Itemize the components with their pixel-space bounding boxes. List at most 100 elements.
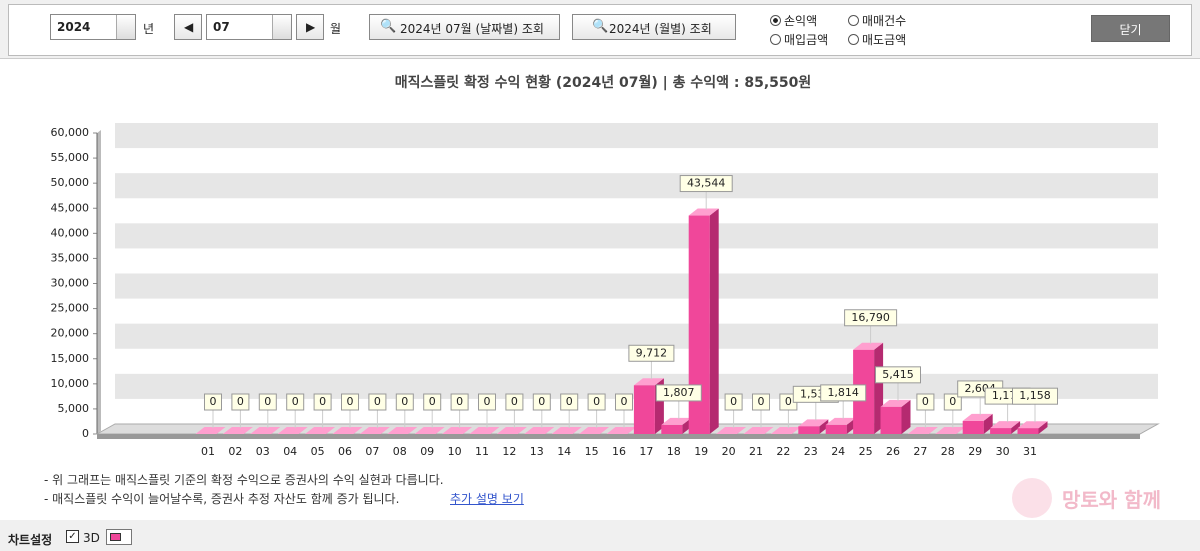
y-tick-label: 0	[82, 427, 89, 440]
x-tick-label: 14	[557, 445, 571, 458]
bar-top	[606, 427, 637, 434]
bar	[661, 424, 683, 434]
bar-top	[442, 427, 473, 434]
y-tick-label: 60,000	[51, 126, 90, 139]
bar-top	[277, 427, 308, 434]
daily-button[interactable]: 2024년 07월 (날짜별) 조회	[369, 14, 560, 40]
chart: 매직스플릿 확정 수익 현황 (2024년 07월) | 총 수익액 : 85,…	[51, 74, 1160, 458]
bar-top	[880, 399, 911, 407]
bar-top	[935, 427, 966, 434]
data-label: 0	[374, 395, 381, 408]
data-label: 16,790	[851, 311, 890, 324]
radio-dot[interactable]	[848, 15, 859, 26]
radio-label: 손익액	[784, 14, 818, 28]
bar	[825, 424, 847, 434]
data-label: 0	[456, 395, 463, 408]
label-box	[587, 393, 606, 411]
bar-top	[524, 427, 555, 434]
data-label: 0	[785, 395, 792, 408]
label-box	[724, 393, 743, 411]
x-tick-label: 12	[502, 445, 516, 458]
bar-side	[819, 419, 829, 434]
label-box	[679, 175, 733, 193]
data-label: 43,544	[687, 177, 726, 190]
data-label: 0	[237, 395, 244, 408]
y-tick-label: 15,000	[51, 352, 90, 365]
help-link[interactable]: 추가 설명 보기	[450, 492, 524, 506]
y-tick-label: 10,000	[51, 377, 90, 390]
data-label: 0	[292, 395, 299, 408]
data-label: 0	[593, 395, 600, 408]
x-tick-label: 17	[639, 445, 653, 458]
x-tick-label: 10	[448, 445, 462, 458]
bar-side	[983, 413, 993, 434]
x-tick-label: 04	[283, 445, 297, 458]
checkbox[interactable]: ✓	[66, 530, 79, 543]
bar-top	[743, 427, 774, 434]
bar-side	[709, 208, 719, 434]
radio-label: 매매건수	[862, 14, 907, 28]
bar-top	[661, 417, 692, 425]
x-tick-label: 13	[530, 445, 544, 458]
x-tick-label: 18	[667, 445, 681, 458]
label-box	[341, 393, 359, 411]
data-label: 0	[347, 395, 354, 408]
label-box	[943, 393, 962, 411]
x-tick-label: 25	[859, 445, 873, 458]
data-label: 5,415	[882, 368, 914, 381]
year-select[interactable]: 2024	[50, 14, 136, 40]
bar-top	[496, 427, 527, 434]
month-unit: 월	[330, 22, 342, 36]
bar-top	[387, 427, 418, 434]
bar-side	[901, 399, 911, 434]
bar-top	[305, 427, 336, 434]
label-box	[368, 393, 387, 411]
search-icon: 🔍	[380, 19, 397, 34]
bar-top	[1017, 421, 1048, 429]
y-tick-label: 50,000	[51, 176, 90, 189]
label-box	[615, 393, 633, 411]
label-box	[752, 393, 770, 411]
label-box	[478, 393, 496, 411]
color-picker[interactable]	[106, 529, 132, 545]
x-tick-label: 03	[256, 445, 270, 458]
data-label: 9,712	[636, 346, 668, 359]
y-tick-label: 35,000	[51, 251, 90, 264]
x-tick-label: 19	[694, 445, 708, 458]
x-tick-label: 21	[749, 445, 763, 458]
prev-month[interactable]: ◀	[174, 14, 202, 40]
next-month[interactable]: ▶	[296, 14, 324, 40]
data-label: 0	[949, 395, 956, 408]
radio-option[interactable]: 매입금액	[770, 31, 828, 48]
bar-side	[1038, 421, 1048, 434]
bar-top	[688, 208, 719, 216]
y-tick-label: 20,000	[51, 327, 90, 340]
watermark: 망토와 함께	[1062, 488, 1161, 512]
bar-top	[195, 427, 226, 434]
label-box	[395, 393, 414, 411]
bar-side	[1011, 421, 1021, 434]
label-box	[628, 344, 675, 362]
label-box	[450, 393, 469, 411]
radio-dot[interactable]	[770, 34, 781, 45]
x-tick-label: 11	[475, 445, 489, 458]
label-box	[820, 384, 867, 402]
label-box	[505, 393, 524, 411]
bar-top	[414, 427, 445, 434]
data-label: 0	[730, 395, 737, 408]
radio-dot[interactable]	[770, 15, 781, 26]
month-select[interactable]: 07	[206, 14, 292, 40]
radio-option[interactable]: 매도금액	[848, 31, 906, 48]
chart-title: 매직스플릿 확정 수익 현황 (2024년 07월) | 총 수익액 : 85,…	[395, 74, 812, 91]
radio-option[interactable]: 매매건수	[848, 12, 906, 29]
x-tick-label: 31	[1023, 445, 1037, 458]
radio-dot[interactable]	[848, 34, 859, 45]
monthly-button[interactable]: 2024년 (월별) 조회	[572, 14, 736, 40]
bar-top	[770, 427, 801, 434]
bar	[1017, 428, 1039, 434]
y-tick-label: 55,000	[51, 151, 90, 164]
close-button[interactable]: 닫기	[1091, 15, 1170, 42]
floor-edge	[97, 434, 1140, 439]
radio-option[interactable]: 손익액	[770, 12, 817, 29]
label-box	[286, 393, 305, 411]
